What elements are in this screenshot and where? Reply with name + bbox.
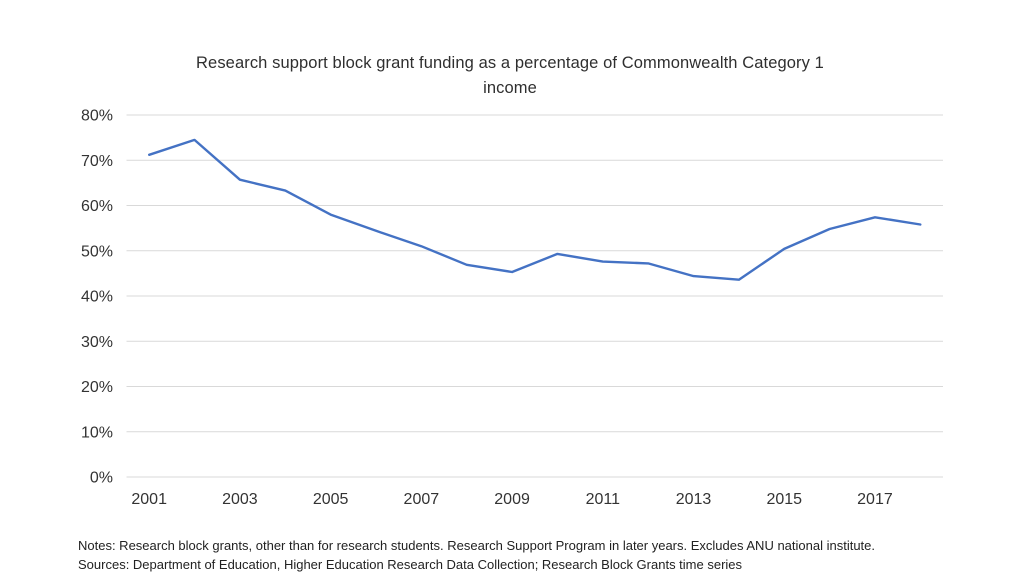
y-tick-label: 70% — [81, 153, 113, 170]
y-tick-label: 30% — [81, 334, 113, 351]
x-tick-label: 2011 — [586, 491, 621, 508]
x-tick-label: 2005 — [313, 491, 349, 508]
chart-title-line2: income — [483, 79, 537, 97]
y-tick-label: 80% — [81, 108, 113, 125]
x-tick-label: 2015 — [766, 491, 802, 508]
chart-title-line1: Research support block grant funding as … — [196, 54, 824, 72]
x-tick-label: 2003 — [222, 491, 258, 508]
x-tick-label: 2007 — [404, 491, 440, 508]
x-tick-label: 2009 — [494, 491, 530, 508]
y-tick-label: 60% — [81, 198, 113, 215]
y-tick-label: 0% — [90, 470, 113, 487]
y-tick-label: 40% — [81, 289, 113, 306]
y-tick-label: 10% — [81, 424, 113, 441]
chart-title: Research support block grant funding as … — [0, 51, 1020, 101]
x-tick-label: 2013 — [676, 491, 712, 508]
notes-text: Notes: Research block grants, other than… — [78, 538, 876, 553]
x-tick-label: 2001 — [131, 491, 167, 508]
series-line — [147, 138, 922, 281]
x-tick-label: 2017 — [857, 491, 893, 508]
y-tick-label: 50% — [81, 243, 113, 260]
chart-footer: Notes: Research block grants, other than… — [78, 536, 988, 574]
y-tick-label: 20% — [81, 379, 113, 396]
sources-text: Sources: Department of Education, Higher… — [78, 557, 743, 572]
